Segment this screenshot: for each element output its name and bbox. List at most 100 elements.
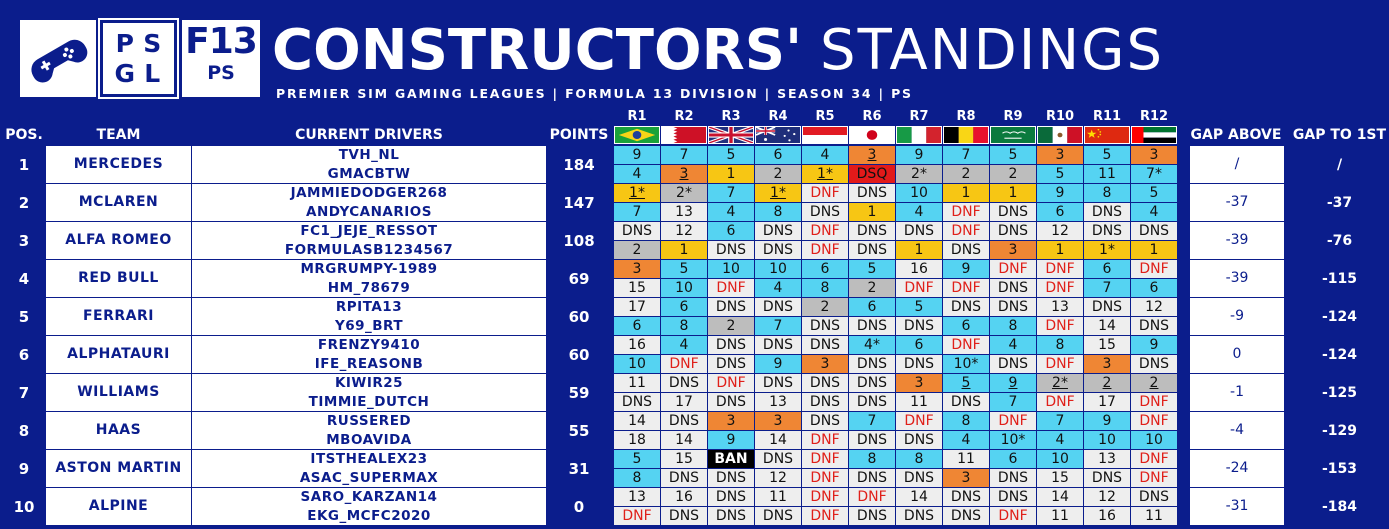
race-result-cell: 4 [755, 279, 801, 297]
race-result-cell: 14 [661, 431, 707, 449]
race-result-cell: DNS [661, 374, 707, 392]
race-result-cell: DNS [755, 222, 801, 240]
team-name: FERRARI [46, 298, 191, 335]
gap-above-cell: -39 [1190, 222, 1284, 259]
race-result-cell: 8 [1037, 336, 1083, 354]
race-result-cell: 2* [1037, 374, 1083, 392]
header-drivers: CURRENT DRIVERS [295, 127, 443, 143]
race-result-cell: 11 [1084, 165, 1130, 183]
race-result-cell: 5 [849, 260, 895, 278]
race-result-cell: 2 [990, 165, 1036, 183]
race-result-cell: 1 [661, 241, 707, 259]
race-result-cell: 13 [755, 393, 801, 411]
race-result-cell: 10 [755, 260, 801, 278]
race-result-cell: 7 [661, 146, 707, 164]
race-result-cell: DNS [1084, 203, 1130, 221]
race-result-cell: 6 [990, 450, 1036, 468]
race-result-cell: DNS [614, 393, 660, 411]
driver-name: ANDYCANARIOS [306, 203, 432, 220]
race-result-cell: 10 [614, 355, 660, 373]
race-result-cell: 2 [708, 317, 754, 335]
race-result-cell: DNF [802, 450, 848, 468]
race-result-cell: DNS [849, 241, 895, 259]
round-header-r10: R10 [1045, 109, 1075, 124]
race-result-cell: DNS [849, 431, 895, 449]
race-result-cell: 1 [943, 184, 989, 202]
race-result-cell: 6 [1037, 203, 1083, 221]
race-result-cell: DNS [755, 336, 801, 354]
race-result-cell: 1* [802, 165, 848, 183]
gap-above-cell: -37 [1190, 184, 1284, 221]
team-name: ASTON MARTIN [46, 450, 191, 487]
round-header-r9: R9 [1003, 109, 1023, 124]
brazil-flag-icon [614, 126, 660, 144]
ps-logo-text: PS [207, 62, 235, 84]
race-result-cell: 4 [943, 431, 989, 449]
race-result-cell: DNS [708, 298, 754, 316]
points-cell: 60 [568, 346, 590, 364]
race-result-cell: 1* [1084, 241, 1130, 259]
race-result-cell: 2 [1131, 374, 1177, 392]
gap-above-cell: -1 [1190, 374, 1284, 411]
race-result-cell: DNS [849, 374, 895, 392]
race-result-cell: 7 [1084, 279, 1130, 297]
race-result-cell: DNS [708, 507, 754, 525]
race-result-cell: 2 [943, 165, 989, 183]
race-result-cell: 7 [849, 412, 895, 430]
team-name: ALPHATAURI [46, 336, 191, 373]
race-result-cell: DNF [896, 412, 942, 430]
race-result-cell: 7 [990, 393, 1036, 411]
race-result-cell: 5 [943, 374, 989, 392]
gap-to-first-cell: -37 [1326, 195, 1353, 211]
round-header-r4: R4 [768, 109, 788, 124]
round-header-r1: R1 [627, 109, 647, 124]
race-result-cell: 4 [990, 336, 1036, 354]
race-result-cell: 17 [614, 298, 660, 316]
race-result-cell: 4 [661, 336, 707, 354]
race-result-cell: 1 [708, 165, 754, 183]
team-name: RED BULL [46, 260, 191, 297]
points-cell: 184 [563, 156, 595, 174]
title-bold: CONSTRUCTORS' [272, 18, 803, 83]
page-subtitle: PREMIER SIM GAMING LEAGUES | FORMULA 13 … [276, 86, 913, 101]
race-result-cell: DNS [755, 507, 801, 525]
psgl-logo: P S G L [98, 18, 179, 99]
race-result-cell: DNS [802, 317, 848, 335]
race-result-cell: DSQ [849, 165, 895, 183]
race-result-cell: 6 [755, 146, 801, 164]
race-result-cell: DNF [1131, 450, 1177, 468]
race-result-cell: 12 [1131, 298, 1177, 316]
race-result-cell: 11 [755, 488, 801, 506]
position-cell: 7 [18, 384, 30, 402]
race-result-cell: 3 [708, 412, 754, 430]
driver-name: GMACBTW [327, 165, 411, 182]
race-result-cell: DNS [802, 412, 848, 430]
race-result-cell: DNS [990, 203, 1036, 221]
points-cell: 60 [568, 308, 590, 326]
race-result-cell: DNF [943, 222, 989, 240]
race-result-cell: DNS [849, 222, 895, 240]
race-result-cell: DNS [614, 222, 660, 240]
points-cell: 0 [573, 498, 585, 516]
race-result-cell: 6 [708, 222, 754, 240]
race-result-cell: 9 [990, 374, 1036, 392]
race-result-cell: 10 [1037, 450, 1083, 468]
race-result-cell: 14 [755, 431, 801, 449]
race-result-cell: 8 [755, 203, 801, 221]
header-gap-first: GAP TO 1ST [1292, 127, 1387, 143]
drivers-cell: RUSSERED MBOAVIDA [192, 412, 546, 449]
race-result-cell: DNS [661, 507, 707, 525]
gamepad-icon [31, 39, 88, 82]
driver-name: SARO_KARZAN14 [300, 489, 438, 505]
table-row: 10 ALPINE SARO_KARZAN14 EKG_MCFC2020 0 13 16 DN… [0, 488, 1389, 526]
race-result-cell: DNS [708, 469, 754, 487]
race-result-cell: DNS [990, 469, 1036, 487]
race-result-cell: 17 [1084, 393, 1130, 411]
round-header-r12: R12 [1139, 109, 1169, 124]
position-cell: 6 [18, 346, 30, 364]
round-header-r7: R7 [909, 109, 929, 124]
points-cell: 55 [568, 422, 590, 440]
table-row: 4 RED BULL MRGRUMPY-1989 HM_78679 69 3 5 10 10 6 5… [0, 260, 1389, 298]
race-result-cell: DNS [849, 393, 895, 411]
race-result-cell: 9 [1131, 336, 1177, 354]
